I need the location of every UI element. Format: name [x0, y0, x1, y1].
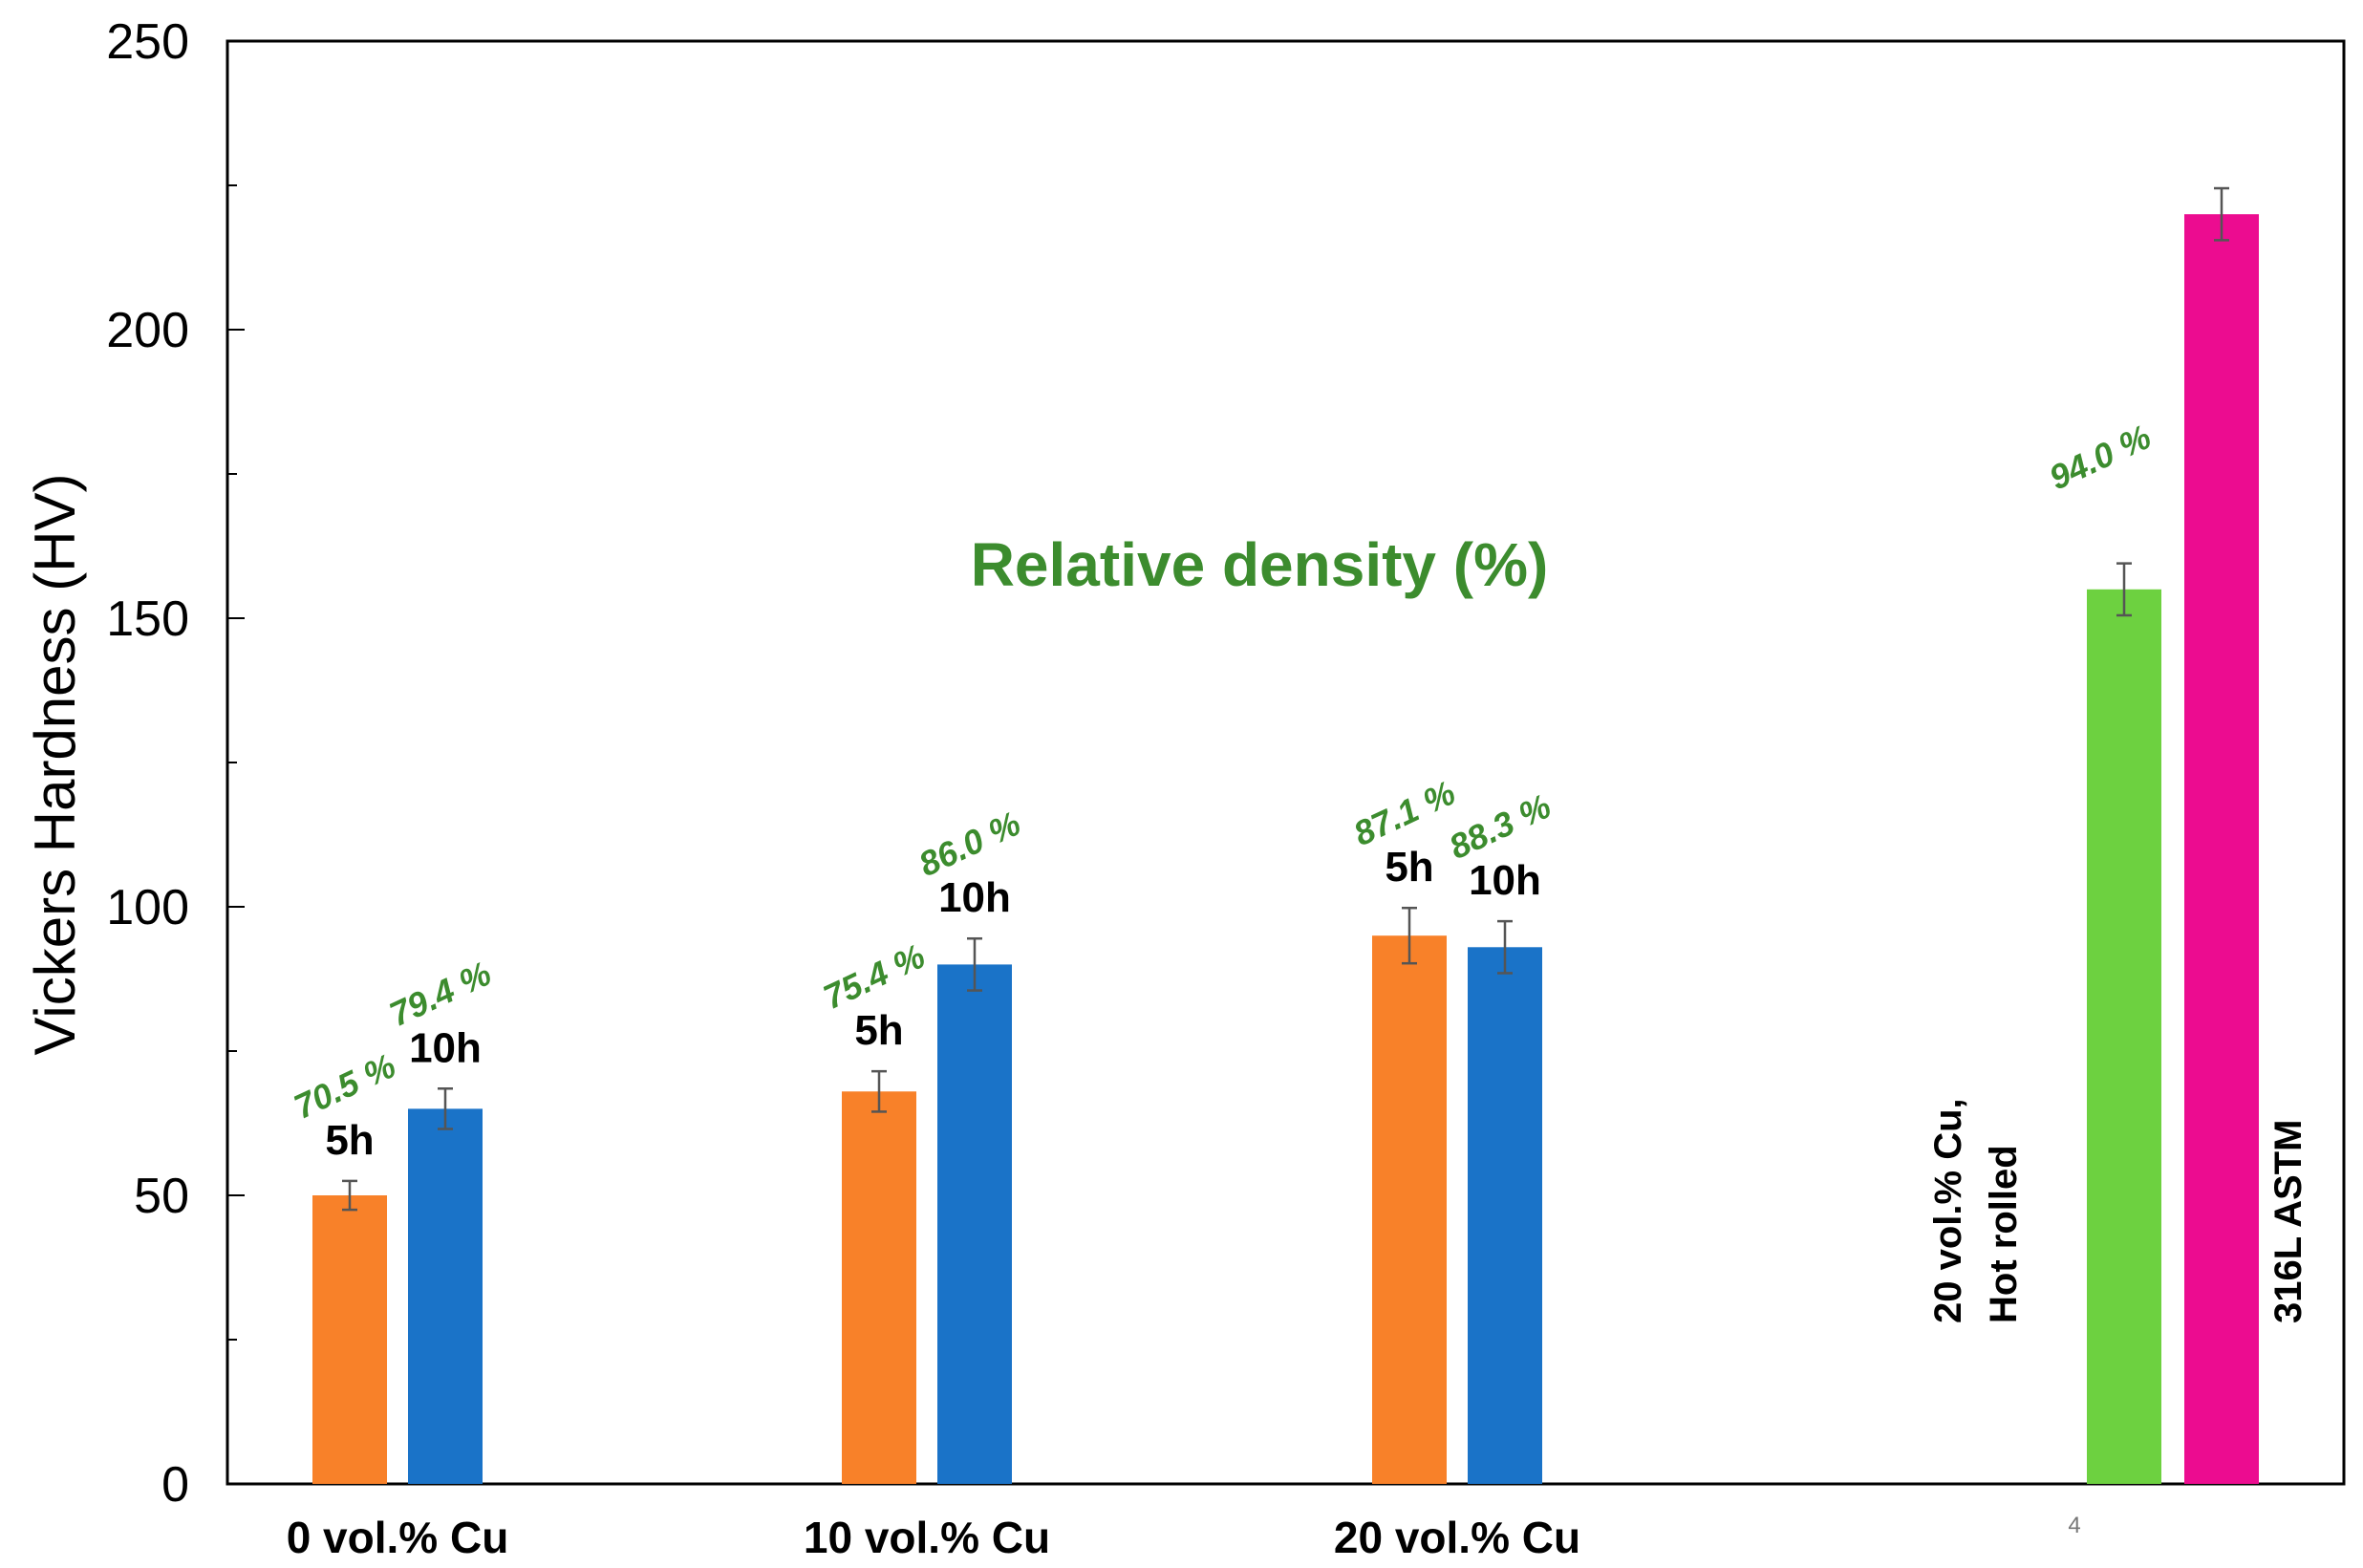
relative-density-label: 88.3 % [1443, 786, 1557, 868]
y-tick-label: 50 [134, 1169, 189, 1224]
bar-series-label: 5h [325, 1117, 374, 1164]
y-axis-title: Vickers Hardness (HV) [23, 473, 87, 1055]
bar-series-label: 10h [938, 874, 1011, 921]
bar-series-label: 5h [854, 1007, 903, 1054]
bar-series-label: 10h [409, 1024, 482, 1071]
relative-density-label: 79.4 % [383, 954, 497, 1035]
y-tick-label: 250 [106, 14, 189, 70]
vertical-bar-label: 20 vol.% Cu, [1927, 1098, 1969, 1323]
relative-density-label: 70.5 % [288, 1045, 401, 1127]
relative-density-label: 75.4 % [817, 936, 931, 1018]
page-number-annotation: 4 [2068, 1513, 2080, 1538]
relative-density-label: 94.0 % [2043, 417, 2157, 498]
bar-series-label: 5h [1385, 844, 1433, 891]
bar-10h [937, 964, 1012, 1484]
bar-5h [842, 1091, 916, 1484]
bar-10h [1468, 947, 1542, 1484]
y-tick-label: 200 [106, 303, 189, 358]
bar-extra [2184, 214, 2259, 1485]
y-tick-label: 150 [106, 591, 189, 647]
plot-frame [226, 39, 2346, 1486]
vertical-bar-label: 316L ASTM [2267, 1120, 2309, 1323]
chart-title: Relative density (%) [971, 530, 1549, 599]
x-category-label: 20 vol.% Cu [1334, 1513, 1580, 1562]
x-category-label: 10 vol.% Cu [804, 1513, 1050, 1562]
y-tick-label: 100 [106, 880, 189, 935]
bar-extra [2087, 589, 2161, 1484]
vertical-bar-label: Hot rolled [1983, 1145, 2025, 1323]
bar-5h [1372, 935, 1447, 1484]
relative-density-label: 87.1 % [1347, 773, 1461, 854]
bar-10h [408, 1108, 483, 1484]
bar-series-label: 10h [1469, 857, 1541, 904]
bar-5h [312, 1195, 387, 1484]
x-category-label: 0 vol.% Cu [287, 1513, 509, 1562]
y-tick-label: 0 [161, 1457, 189, 1513]
relative-density-label: 86.0 % [913, 804, 1026, 885]
